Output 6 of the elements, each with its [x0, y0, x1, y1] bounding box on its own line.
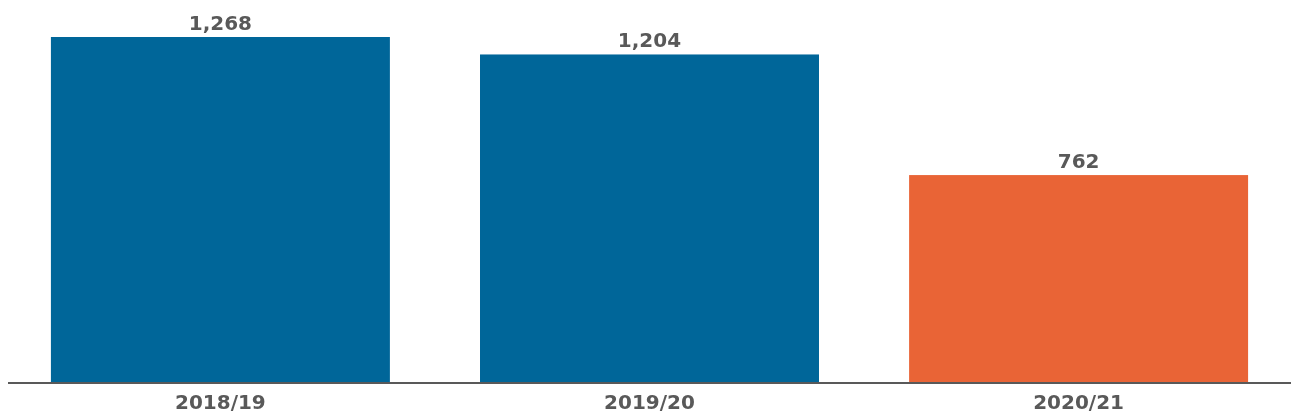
- data-label: 762: [1057, 149, 1100, 174]
- x-tick-label: 2018/19: [175, 390, 266, 414]
- x-tick-label: 2020/21: [1033, 390, 1124, 414]
- data-label: 1,268: [188, 11, 253, 35]
- x-tick-label: 2019/20: [604, 390, 695, 414]
- data-label: 1,204: [617, 28, 682, 53]
